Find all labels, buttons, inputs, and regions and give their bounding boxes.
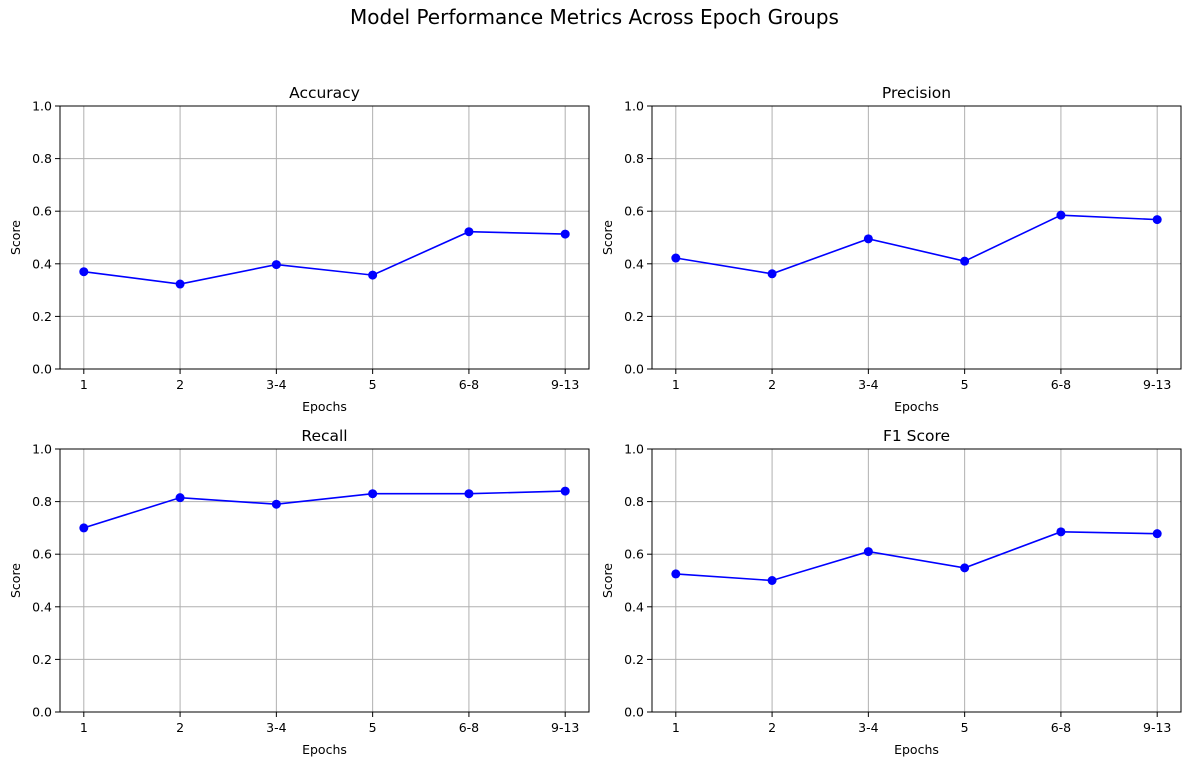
data-point bbox=[271, 499, 281, 509]
data-point bbox=[79, 267, 89, 277]
y-tick-label: 0.6 bbox=[624, 547, 644, 562]
subplot-1: 1 2 3-4 5 6-8 9-13 0.0 0.2 0.4 0.6 0.8 1.0 Accuracy E… bbox=[8, 84, 590, 414]
data-point bbox=[560, 229, 570, 239]
y-tick-label: 1.0 bbox=[624, 99, 644, 114]
x-tick-label: 6-8 bbox=[459, 720, 479, 735]
y-tick-label: 0.8 bbox=[624, 151, 644, 166]
x-tick-label: 9-13 bbox=[551, 377, 579, 392]
x-axis-label: Epochs bbox=[302, 742, 347, 757]
data-point bbox=[175, 493, 185, 503]
data-point bbox=[560, 486, 570, 496]
series-line bbox=[675, 531, 1158, 582]
data-point bbox=[1056, 527, 1066, 537]
y-tick-label: 0.2 bbox=[32, 309, 52, 324]
x-tick-label: 6-8 bbox=[459, 377, 479, 392]
data-point bbox=[79, 523, 89, 533]
data-point bbox=[863, 234, 873, 244]
data-point bbox=[767, 576, 777, 585]
y-tick-label: 0.0 bbox=[32, 705, 52, 720]
x-tick-label: 2 bbox=[768, 377, 776, 392]
data-point bbox=[271, 260, 281, 270]
x-tick-label: 2 bbox=[176, 720, 184, 735]
y-tick-label: 0.8 bbox=[32, 494, 52, 509]
y-tick-label: 0.0 bbox=[624, 362, 644, 377]
data-point bbox=[368, 489, 378, 499]
x-axis-label: Epochs bbox=[894, 399, 939, 414]
data-point bbox=[1152, 529, 1162, 539]
y-axis-label: Score bbox=[600, 563, 615, 598]
y-tick-label: 1.0 bbox=[624, 442, 644, 457]
x-tick-label: 1 bbox=[80, 720, 88, 735]
x-tick-label: 6-8 bbox=[1051, 377, 1071, 392]
x-axis-label: Epochs bbox=[302, 399, 347, 414]
y-tick-label: 0.4 bbox=[624, 256, 644, 271]
subplot-title: Precision bbox=[882, 84, 951, 102]
y-tick-label: 0.0 bbox=[624, 705, 644, 720]
data-point bbox=[464, 489, 474, 499]
y-tick-label: 0.8 bbox=[32, 151, 52, 166]
y-tick-label: 0.2 bbox=[32, 652, 52, 667]
data-point bbox=[960, 563, 970, 573]
x-tick-label: 3-4 bbox=[266, 720, 286, 735]
subplot-title: Recall bbox=[301, 427, 347, 445]
x-tick-label: 9-13 bbox=[551, 720, 579, 735]
x-tick-label: 1 bbox=[672, 377, 680, 392]
axes-frame bbox=[59, 105, 590, 370]
y-tick-label: 0.6 bbox=[32, 204, 52, 219]
x-tick-label: 1 bbox=[672, 720, 680, 735]
figure-title: Model Performance Metrics Across Epoch G… bbox=[350, 5, 839, 29]
x-tick-label: 3-4 bbox=[858, 377, 878, 392]
x-tick-label: 5 bbox=[369, 377, 377, 392]
y-tick-label: 0.4 bbox=[624, 599, 644, 614]
y-tick-label: 0.8 bbox=[624, 494, 644, 509]
series-line bbox=[675, 214, 1158, 275]
subplot-title: Accuracy bbox=[289, 84, 360, 102]
y-tick-label: 0.6 bbox=[32, 547, 52, 562]
y-tick-label: 1.0 bbox=[32, 442, 52, 457]
y-tick-label: 0.2 bbox=[624, 652, 644, 667]
x-tick-label: 5 bbox=[961, 377, 969, 392]
subplot-3: 1 2 3-4 5 6-8 9-13 0.0 0.2 0.4 0.6 0.8 1.0 Recall Epo… bbox=[8, 427, 590, 757]
x-tick-label: 6-8 bbox=[1051, 720, 1071, 735]
data-point bbox=[960, 256, 970, 266]
x-tick-label: 3-4 bbox=[266, 377, 286, 392]
x-tick-label: 2 bbox=[768, 720, 776, 735]
subplot-title: F1 Score bbox=[883, 427, 950, 445]
data-point bbox=[767, 269, 777, 279]
x-tick-label: 5 bbox=[961, 720, 969, 735]
x-axis-label: Epochs bbox=[894, 742, 939, 757]
data-point bbox=[464, 227, 474, 237]
subplot-4: 1 2 3-4 5 6-8 9-13 0.0 0.2 0.4 0.6 0.8 1.0 F1 Score E… bbox=[600, 427, 1182, 757]
y-tick-label: 0.4 bbox=[32, 599, 52, 614]
y-tick-label: 0.0 bbox=[32, 362, 52, 377]
data-point bbox=[1152, 215, 1162, 225]
series-line bbox=[83, 490, 566, 529]
x-tick-label: 5 bbox=[369, 720, 377, 735]
y-tick-label: 1.0 bbox=[32, 99, 52, 114]
data-point bbox=[671, 569, 681, 579]
x-tick-label: 9-13 bbox=[1143, 720, 1171, 735]
x-tick-label: 9-13 bbox=[1143, 377, 1171, 392]
x-tick-label: 2 bbox=[176, 377, 184, 392]
data-point bbox=[863, 547, 873, 557]
y-tick-label: 0.4 bbox=[32, 256, 52, 271]
x-tick-label: 1 bbox=[80, 377, 88, 392]
x-tick-label: 3-4 bbox=[858, 720, 878, 735]
data-point bbox=[671, 253, 681, 263]
data-point bbox=[368, 270, 378, 280]
series-line bbox=[83, 230, 566, 285]
subplot-2: 1 2 3-4 5 6-8 9-13 0.0 0.2 0.4 0.6 0.8 1.0 Precision… bbox=[600, 84, 1182, 414]
y-tick-label: 0.6 bbox=[624, 204, 644, 219]
data-point bbox=[1056, 210, 1066, 220]
y-axis-label: Score bbox=[8, 220, 23, 255]
axes-frame bbox=[651, 105, 1182, 370]
data-point bbox=[175, 279, 185, 289]
axes-frame bbox=[59, 448, 590, 713]
y-tick-label: 0.2 bbox=[624, 309, 644, 324]
axes-frame bbox=[651, 448, 1182, 713]
y-axis-label: Score bbox=[600, 220, 615, 255]
y-axis-label: Score bbox=[8, 563, 23, 598]
